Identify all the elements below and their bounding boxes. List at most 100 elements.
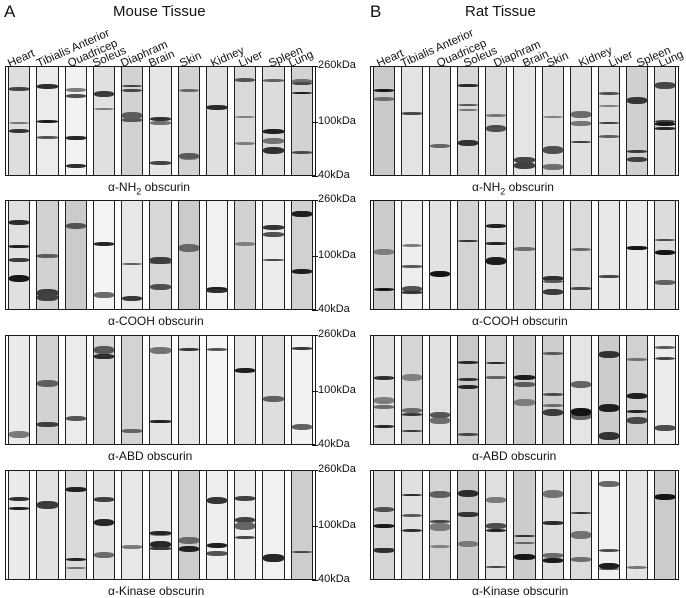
blot-band xyxy=(542,146,563,154)
blot-band xyxy=(235,141,256,146)
blot-lane xyxy=(485,471,508,579)
blot-band xyxy=(626,357,647,361)
blot-lane xyxy=(373,336,396,444)
mw-tick xyxy=(312,176,318,177)
blot-band xyxy=(291,550,312,553)
blot-band xyxy=(626,245,647,250)
blot-band xyxy=(65,416,86,422)
blot-lane xyxy=(541,201,564,309)
blot-band xyxy=(122,429,143,433)
mw-marker-40kda: 40kDa xyxy=(318,303,350,315)
blot-band xyxy=(122,118,143,122)
blot-lane xyxy=(36,201,59,309)
blot-lane xyxy=(513,336,536,444)
blot-lane xyxy=(290,67,313,175)
blot-band xyxy=(514,374,535,380)
blot-band xyxy=(9,87,30,91)
blot-lane xyxy=(234,336,257,444)
blot-band xyxy=(206,542,228,549)
blot-band xyxy=(542,553,563,558)
blot-lane xyxy=(625,471,648,579)
blot-lane xyxy=(597,336,620,444)
mw-tick xyxy=(312,445,318,446)
blot-band xyxy=(654,121,675,126)
blot-band xyxy=(9,128,30,134)
blot-lane xyxy=(262,471,285,579)
blot-mouse-row-1 xyxy=(5,66,316,176)
blot-band xyxy=(542,279,563,284)
blot-band xyxy=(542,408,563,416)
blot-band xyxy=(402,493,423,496)
blot-band xyxy=(374,97,395,102)
mw-marker-100kda: 100kDa xyxy=(318,115,356,128)
blot-band xyxy=(570,531,591,539)
blot-rat-row-3 xyxy=(370,335,679,445)
blot-band xyxy=(430,519,451,523)
blot-band xyxy=(402,112,423,116)
blot-band xyxy=(374,548,395,554)
blot-mouse-row-4 xyxy=(5,470,316,580)
blot-band xyxy=(235,115,256,119)
blot-band xyxy=(486,528,507,533)
blot-band xyxy=(598,481,619,487)
caption-rat-row-3: α-ABD obscurin xyxy=(472,449,556,463)
blot-band xyxy=(374,249,395,256)
blot-band xyxy=(598,431,619,440)
blot-lane xyxy=(92,471,116,579)
caption-rat-row-1: α-NH2 obscurin xyxy=(472,180,554,196)
blot-band xyxy=(402,291,423,294)
panel-letter-a: A xyxy=(4,2,16,21)
blot-lane xyxy=(541,67,564,175)
mw-tick xyxy=(312,391,318,393)
blot-lane xyxy=(177,336,200,444)
blot-band xyxy=(570,408,591,416)
blot-band xyxy=(598,122,619,125)
blot-band xyxy=(291,211,312,218)
blot-band xyxy=(235,535,256,540)
mw-marker-100kda: 100kDa xyxy=(318,249,356,262)
blot-band xyxy=(150,120,171,126)
blot-lane xyxy=(177,471,200,579)
blot-band xyxy=(654,239,675,242)
blot-lane xyxy=(8,201,31,309)
blot-band xyxy=(235,368,256,374)
blot-lane xyxy=(121,471,144,579)
blot-band xyxy=(458,140,479,146)
blot-band xyxy=(150,257,171,264)
blot-band xyxy=(122,112,143,119)
blot-band xyxy=(263,395,284,402)
blot-band xyxy=(486,522,507,529)
mw-tick xyxy=(312,200,318,201)
mw-tick xyxy=(312,66,318,67)
blot-band xyxy=(263,232,284,238)
blot-band xyxy=(37,422,58,427)
blot-band xyxy=(654,494,675,500)
blot-band xyxy=(570,140,591,143)
blot-band xyxy=(65,93,86,99)
panel-title-mouse: Mouse Tissue xyxy=(113,3,206,20)
blot-band xyxy=(402,265,423,268)
blot-band xyxy=(37,83,58,89)
blot-lane xyxy=(92,336,116,444)
blot-band xyxy=(458,384,479,390)
blot-band xyxy=(486,361,507,364)
blot-band xyxy=(65,557,86,562)
blot-band xyxy=(542,276,563,281)
blot-lane xyxy=(262,201,285,309)
blot-lane xyxy=(262,336,285,444)
caption-suffix: obscurin xyxy=(141,180,190,194)
blot-lane xyxy=(597,471,620,579)
blot-band xyxy=(598,104,619,107)
blot-lane xyxy=(8,336,31,444)
blot-band xyxy=(93,242,115,246)
blot-band xyxy=(263,554,284,563)
mw-tick xyxy=(312,526,318,528)
blot-lane xyxy=(205,67,229,175)
blot-lane xyxy=(290,201,313,309)
blot-band xyxy=(430,544,451,549)
blot-band xyxy=(458,540,479,548)
blot-band xyxy=(206,105,228,110)
blot-lane xyxy=(64,336,87,444)
blot-band xyxy=(570,557,591,562)
blot-lane xyxy=(121,336,144,444)
